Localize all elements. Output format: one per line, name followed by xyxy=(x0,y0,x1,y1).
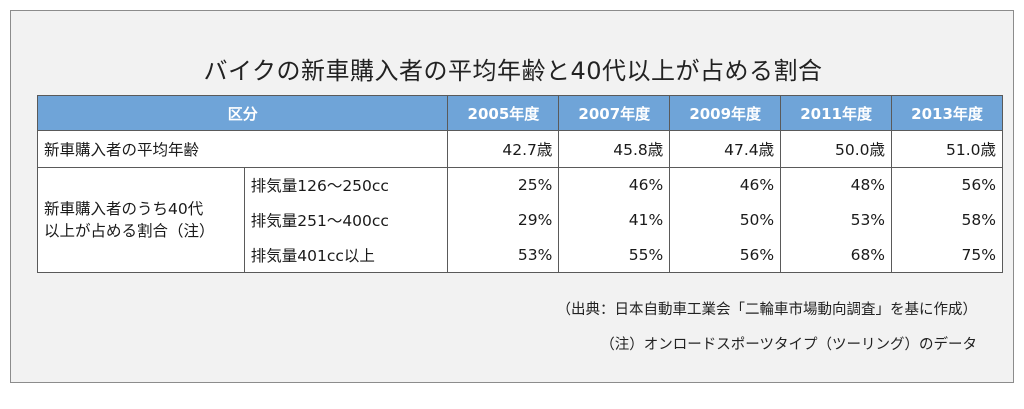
displacement-label: 排気量251～400cc xyxy=(243,202,449,238)
table-cell: 46% xyxy=(669,167,782,203)
header-year: 2005年度 xyxy=(447,95,560,131)
footnote: （注）オンロードスポーツタイプ（ツーリング）のデータ xyxy=(600,337,977,353)
table-cell: 58% xyxy=(891,202,1003,238)
table-cell: 29% xyxy=(447,202,560,238)
group-label-line: 以上が占める割合（注） xyxy=(44,222,215,240)
share-row: 排気量251～400cc 29% 41% 50% 53% 58% xyxy=(38,202,1003,238)
group-label: 新車購入者のうち40代 以上が占める割合（注） xyxy=(37,167,245,273)
table-cell: 55% xyxy=(558,237,671,273)
header-year: 2013年度 xyxy=(891,95,1003,131)
displacement-label: 排気量126～250cc xyxy=(243,167,449,203)
table-cell: 56% xyxy=(669,237,782,273)
avg-age-row: 新車購入者の平均年齢 42.7歳 45.8歳 47.4歳 50.0歳 51.0歳 xyxy=(36,130,1003,168)
table-cell: 45.8歳 xyxy=(558,130,671,168)
share-row: 排気量401cc以上 53% 55% 56% 68% 75% xyxy=(38,237,1003,273)
row-label: 新車購入者の平均年齢 xyxy=(36,130,449,168)
table-cell: 53% xyxy=(447,237,560,273)
source-note: （出典：日本自動車工業会「二輪車市場動向調査」を基に作成） xyxy=(556,302,978,318)
header-row: 区分 2005年度 2007年度 2009年度 2011年度 2013年度 xyxy=(36,95,1003,131)
table-cell: 50% xyxy=(669,202,782,238)
group-label-line: 新車購入者のうち40代 xyxy=(44,200,204,218)
table-cell: 53% xyxy=(780,202,893,238)
table-cell: 25% xyxy=(447,167,560,203)
header-category: 区分 xyxy=(36,95,449,131)
header-year: 2011年度 xyxy=(780,95,893,131)
table-cell: 48% xyxy=(780,167,893,203)
table-cell: 50.0歳 xyxy=(780,130,893,168)
table-cell: 41% xyxy=(558,202,671,238)
share-row: 新車購入者のうち40代 以上が占める割合（注） 排気量126～250cc 25%… xyxy=(37,167,1003,273)
header-year: 2009年度 xyxy=(669,95,782,131)
table-cell: 75% xyxy=(891,237,1003,273)
table-cell: 51.0歳 xyxy=(891,130,1003,168)
displacement-label: 排気量401cc以上 xyxy=(243,237,449,273)
table-cell: 42.7歳 xyxy=(447,130,560,168)
header-year: 2007年度 xyxy=(558,95,671,131)
table-cell: 68% xyxy=(780,237,893,273)
table-title: バイクの新車購入者の平均年齢と40代以上が占める割合 xyxy=(203,57,823,85)
data-table: 区分 2005年度 2007年度 2009年度 2011年度 2013年度 新車… xyxy=(36,95,1003,273)
table-cell: 46% xyxy=(558,167,671,203)
figure-panel: バイクの新車購入者の平均年齢と40代以上が占める割合 区分 2005年度 200… xyxy=(10,10,1014,383)
table-cell: 47.4歳 xyxy=(669,130,782,168)
table-cell: 56% xyxy=(891,167,1003,203)
